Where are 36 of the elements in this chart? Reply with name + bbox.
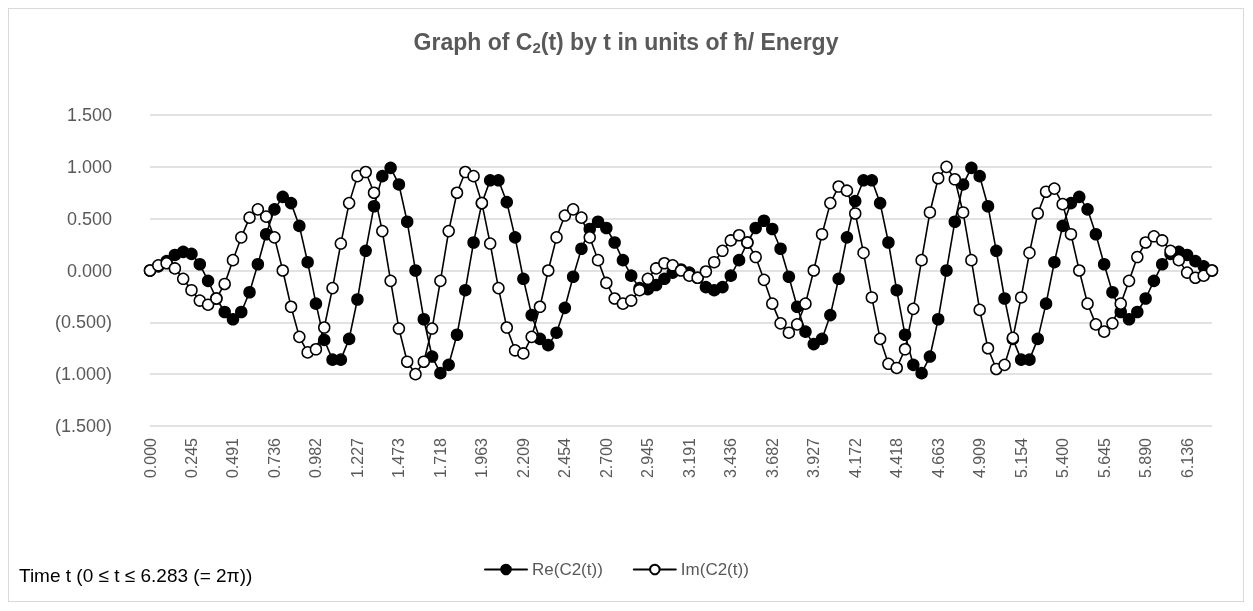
x-tick-label: 2.454	[556, 437, 574, 479]
x-tick-label: 3.436	[722, 437, 740, 479]
x-tick-label: 2.945	[639, 437, 657, 479]
x-tick-label: 3.191	[680, 437, 698, 479]
y-tick-label: 0.500	[66, 208, 112, 229]
x-tick-label: 1.718	[431, 437, 449, 479]
x-tick-label: 2.700	[597, 437, 615, 479]
y-tick-label: (1.000)	[54, 364, 112, 385]
x-tick-label: 0.000	[141, 437, 159, 479]
x-tick-label: 2.209	[514, 437, 532, 479]
x-tick-label: 0.491	[224, 437, 242, 479]
x-tick-label: 6.136	[1178, 437, 1196, 479]
x-tick-label: 4.663	[929, 437, 947, 479]
y-tick-label: 1.000	[66, 156, 112, 177]
y-tick-label: (1.500)	[54, 416, 112, 436]
x-tick-label: 4.418	[888, 437, 906, 479]
x-tick-label: 5.645	[1095, 437, 1113, 479]
x-tick-label: 1.227	[348, 437, 366, 479]
y-tick-label: (0.500)	[54, 312, 112, 333]
x-tick-label: 1.473	[390, 437, 408, 479]
x-tick-label: 5.890	[1137, 437, 1155, 479]
x-tick-label: 3.927	[805, 437, 823, 479]
x-tick-label: 0.245	[182, 437, 200, 479]
x-tick-label: 0.736	[265, 437, 283, 479]
x-axis-title: Time t (0 ≤ t ≤ 6.283 (= 2π))	[19, 565, 253, 586]
legend-label: Re(C2(t))	[532, 560, 603, 579]
x-tick-label: 0.982	[307, 437, 325, 479]
x-tick-label: 5.154	[1012, 437, 1030, 479]
x-tick-label: 4.172	[846, 437, 864, 479]
y-tick-label: 1.500	[66, 105, 112, 125]
x-tick-label: 3.682	[763, 437, 781, 479]
x-tick-label: 5.400	[1054, 437, 1072, 479]
y-tick-label: 0.000	[66, 260, 112, 281]
x-tick-label: 1.963	[473, 437, 491, 479]
x-tick-label: 4.909	[971, 437, 989, 479]
legend-label: Im(C2(t))	[680, 560, 749, 579]
